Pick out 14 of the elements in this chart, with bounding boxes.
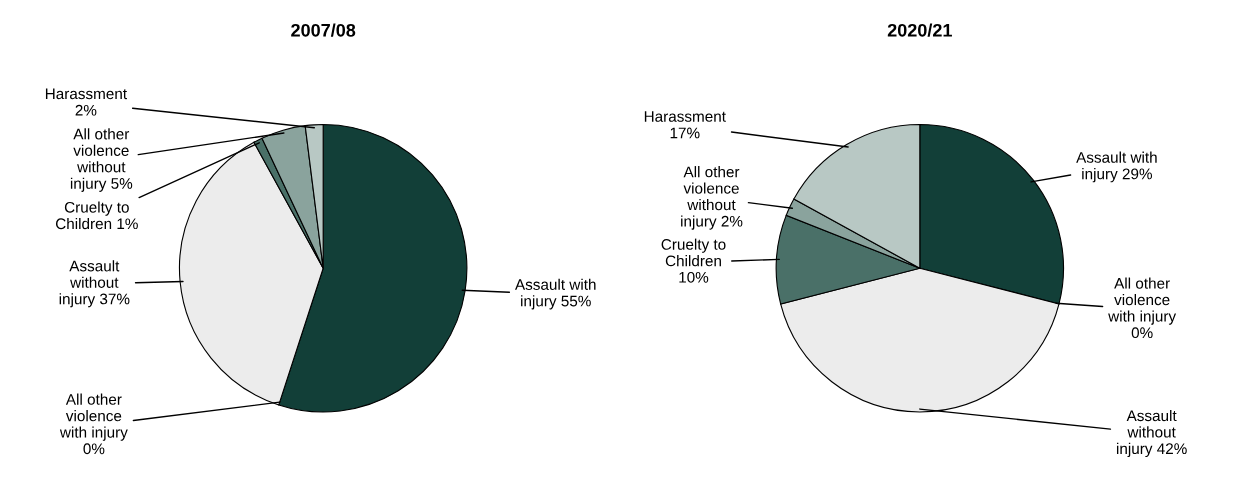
- legend-label: All other violence with injury 0%: [1108, 277, 1177, 339]
- slice-label: All other violence without injury 5%: [70, 128, 133, 192]
- slice-label: Harassment 2%: [45, 88, 127, 116]
- slice-label: Assault with injury 55%: [514, 278, 596, 310]
- slice-label: Assault without injury 42%: [1116, 409, 1187, 458]
- slice-label: All other violence without injury 2%: [681, 166, 743, 230]
- slice-label: Assault without injury 37%: [59, 260, 130, 308]
- chart-title: 2007/08: [291, 23, 356, 37]
- slice-label: Harassment 17%: [644, 111, 726, 139]
- slice-label: Cruelty to Children 1%: [55, 201, 138, 230]
- slice-label: Cruelty to Children 10%: [661, 238, 726, 283]
- slice-label: Assault with injury 29%: [1076, 151, 1157, 183]
- category-label: All other violence with injury 0%: [59, 393, 128, 455]
- chart-title: 2020/21: [887, 23, 952, 37]
